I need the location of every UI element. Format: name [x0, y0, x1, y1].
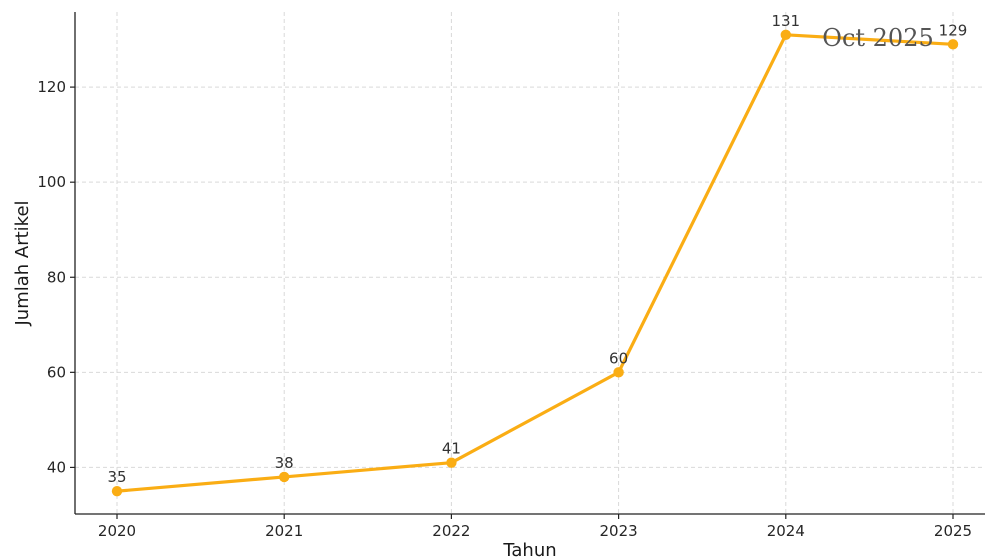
data-label: 131	[771, 12, 800, 30]
data-point	[613, 367, 624, 378]
data-label: 38	[275, 454, 294, 472]
series	[111, 29, 959, 497]
data-labels: 35 38 41 60 131 129	[107, 12, 967, 486]
x-axis-title: Tahun	[502, 540, 556, 560]
y-tick-label: 120	[37, 78, 66, 96]
data-point	[780, 29, 791, 41]
y-tick-label: 60	[47, 363, 66, 381]
x-tick-label: 2020	[98, 522, 136, 540]
data-label: 129	[939, 21, 968, 39]
series-line	[115, 33, 955, 493]
y-axis-title: Jumlah Artikel	[12, 200, 33, 326]
annotation-text: Oct 2025	[822, 24, 933, 52]
data-point	[111, 485, 123, 497]
x-tick-label: 2023	[600, 522, 638, 540]
data-point	[279, 471, 290, 483]
tick-labels: 2020 2021 2022 2023 2024 2025 40 60 80 100 120	[37, 78, 972, 540]
data-label: 41	[442, 440, 461, 458]
y-tick-label: 80	[47, 268, 66, 286]
grid	[75, 12, 985, 514]
x-tick-label: 2024	[767, 522, 805, 540]
x-tick-label: 2022	[432, 522, 470, 540]
y-tick-label: 100	[37, 173, 66, 191]
axes	[74, 12, 985, 515]
x-tick-label: 2021	[265, 522, 303, 540]
data-point	[446, 457, 457, 468]
y-tick-label: 40	[47, 458, 66, 476]
data-label: 35	[107, 468, 126, 486]
x-tick-label: 2025	[934, 522, 972, 540]
data-point	[947, 39, 959, 50]
data-label: 60	[609, 349, 628, 367]
